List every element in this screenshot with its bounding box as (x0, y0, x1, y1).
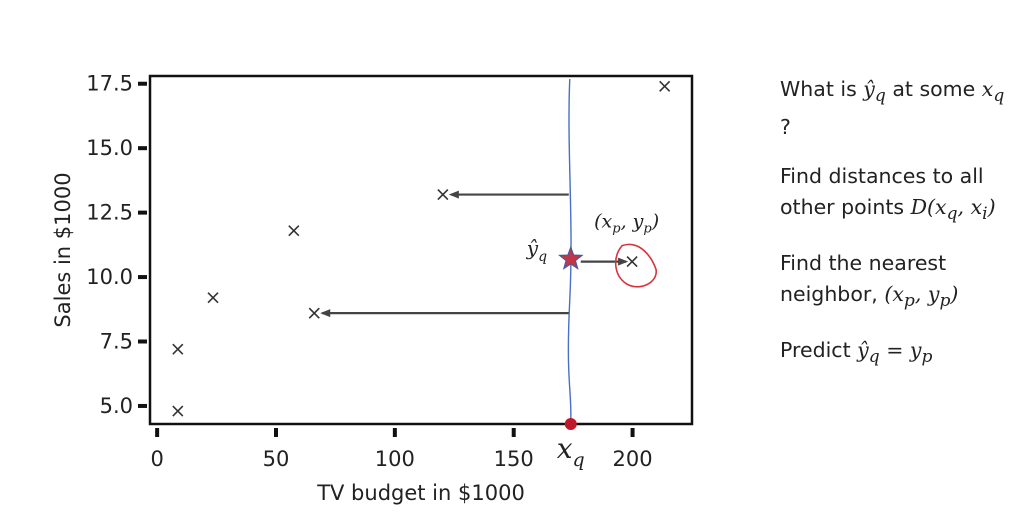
y-tick-label: 5.0 (100, 394, 133, 418)
data-point-stroke (626, 256, 638, 268)
data-point-stroke (659, 80, 671, 92)
y-tick-label: 17.5 (86, 72, 133, 96)
x-tick-label: 50 (263, 447, 290, 471)
x-tick-label: 100 (375, 447, 415, 471)
y-tick-label: 15.0 (86, 136, 133, 160)
data-point (288, 225, 300, 237)
step-question: What is ŷq at some xq ? (780, 77, 1005, 140)
data-point-stroke (288, 225, 300, 237)
annotations: xq ŷq (xp, yp) (526, 211, 659, 471)
data-point-stroke (308, 307, 320, 319)
query-line (567, 78, 572, 421)
query-vertical-line (567, 78, 572, 421)
plot-frame (148, 74, 694, 426)
distance-arrows (320, 190, 629, 318)
data-point-stroke (207, 292, 219, 304)
x-tick-label: 150 (494, 447, 534, 471)
data-point (626, 256, 638, 268)
data-point (308, 307, 320, 319)
query-y-label: ŷq (526, 236, 547, 265)
y-tick-label: 7.5 (100, 330, 133, 354)
y-tick-label: 12.5 (86, 201, 133, 225)
x-tick-label: 0 (150, 447, 163, 471)
nearest-neighbor-circle (615, 243, 657, 288)
data-point (659, 80, 671, 92)
explanation-panel: What is ŷq at some xq ? Find distances t… (780, 74, 1010, 391)
data-point (172, 405, 184, 417)
step-predict: Predict ŷq = yp (780, 338, 933, 368)
y-tick-label: 10.0 (86, 265, 133, 289)
nearest-neighbor-label: (xp, yp) (594, 211, 659, 237)
data-point (207, 292, 219, 304)
data-points (172, 80, 671, 430)
data-point-stroke (437, 189, 449, 201)
step-find-distances: Find distances to all other points D(xq,… (780, 164, 996, 225)
axes: 0 50 100 150 200 5.0 7.5 10.0 12.5 15.0 17.5 TV bud… (51, 72, 694, 505)
x-tick-label: 200 (613, 447, 653, 471)
query-x-label: xq (557, 432, 585, 471)
step-find-nearest: Find the nearest neighbor, (xp, yp) (780, 251, 959, 312)
data-point-stroke (172, 405, 184, 417)
query-x-dot (564, 418, 577, 430)
x-axis-label: TV budget in $1000 (316, 481, 525, 505)
y-axis-label: Sales in $1000 (51, 172, 75, 327)
query-star (558, 245, 584, 270)
data-point (437, 189, 449, 201)
data-point (172, 343, 184, 355)
data-point-stroke (172, 343, 184, 355)
